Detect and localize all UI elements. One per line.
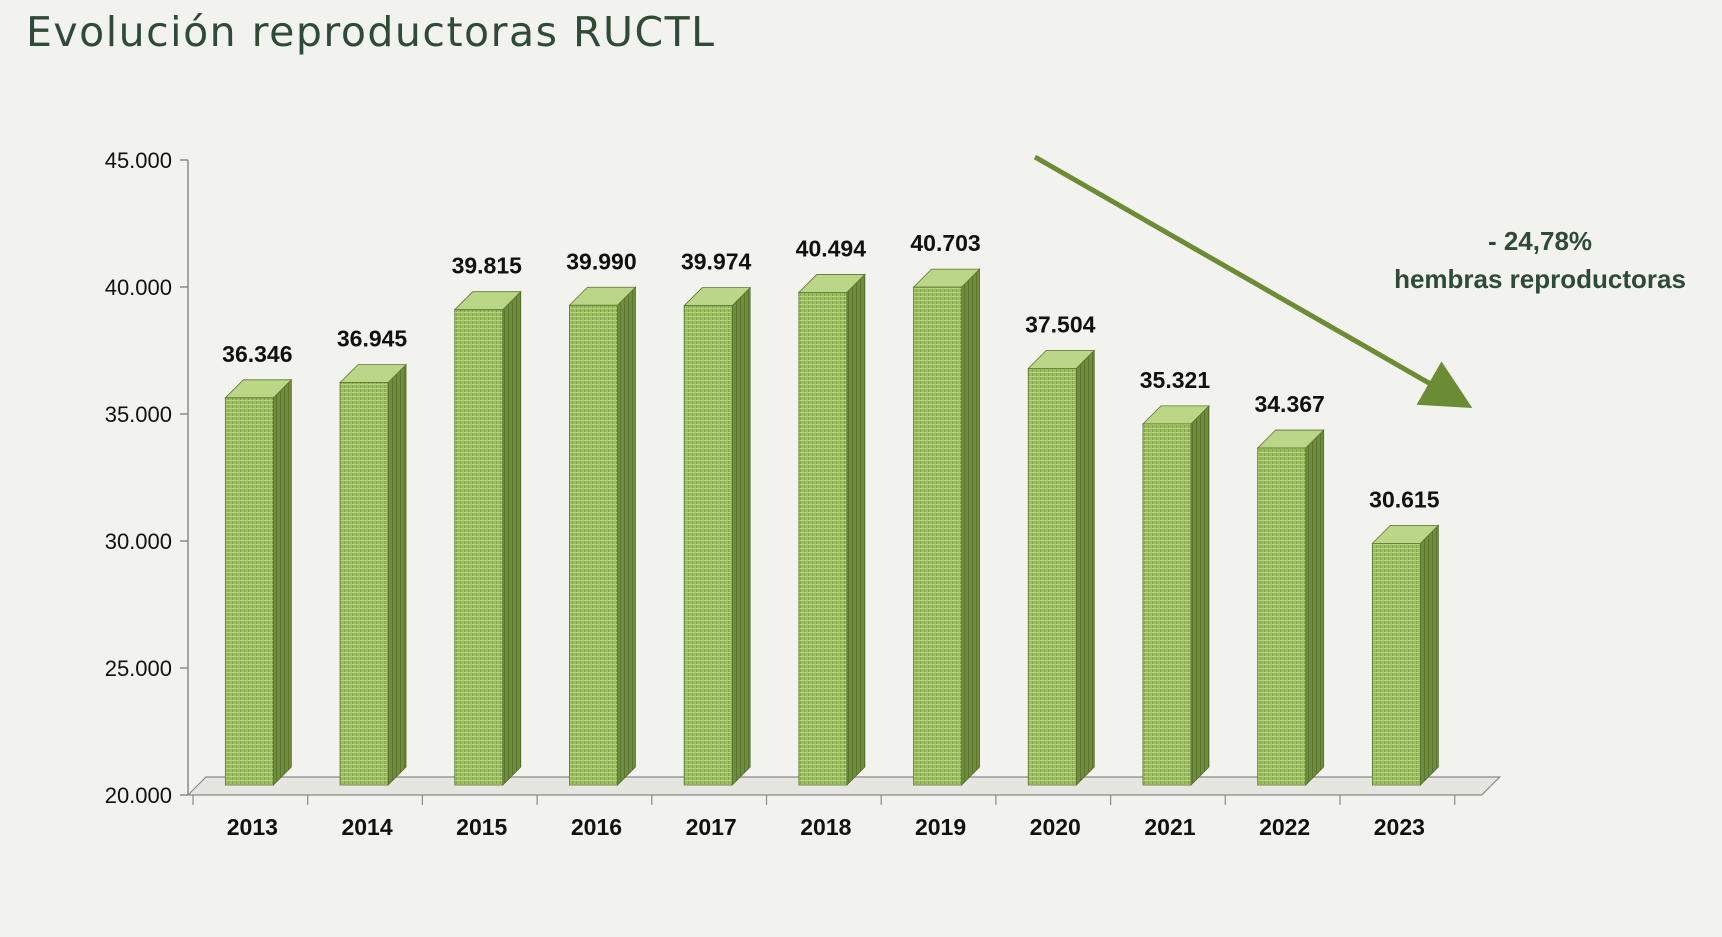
bar-side-face: [1190, 404, 1210, 786]
bar-side-face: [1419, 524, 1439, 786]
bar-front-face: [339, 382, 389, 786]
data-label: 40.494: [796, 235, 867, 261]
bar-side-face: [387, 363, 407, 786]
trend-arrow-layer: [1033, 154, 1473, 408]
x-tick-label: 2023: [1374, 814, 1425, 840]
bar-side-face: [731, 286, 751, 786]
trend-annotation: - 24,78% hembras reproductoras: [1360, 222, 1720, 298]
annotation-label: hembras reproductoras: [1394, 264, 1686, 294]
bar-2015: [453, 290, 522, 786]
x-tick-label: 2018: [800, 814, 851, 840]
x-tick-label: 2016: [571, 814, 622, 840]
annotation-percent: - 24,78%: [1487, 226, 1593, 256]
bar-front-face: [913, 286, 962, 786]
x-tick-label: 2021: [1144, 814, 1195, 840]
data-label: 36.945: [337, 326, 408, 352]
bar-2020: [1027, 349, 1096, 786]
y-tick-label: 40.000: [105, 275, 172, 300]
bar-front-face: [224, 397, 274, 786]
y-tick-label: 45.000: [105, 148, 172, 173]
bar-side-face: [1075, 349, 1095, 786]
bar-2023: [1371, 524, 1440, 786]
bar-front-face: [569, 304, 618, 786]
data-label: 39.815: [452, 253, 523, 279]
trend-arrow: [1033, 154, 1473, 408]
x-tick-label: 2019: [915, 814, 966, 840]
bar-2022: [1256, 429, 1325, 786]
bar-front-face: [798, 292, 848, 786]
data-label: 39.990: [566, 248, 636, 274]
y-tick-label: 30.000: [105, 529, 172, 554]
labels-layer: 20.000 25.000 30.000 35.000 40.000 45.000 36.3…: [105, 148, 1440, 840]
bar-front-face: [683, 305, 733, 786]
bars-layer: [224, 268, 1440, 786]
bar-front-face: [1142, 423, 1192, 786]
bar-side-face: [1305, 429, 1325, 786]
bar-2013: [224, 378, 293, 786]
data-label: 30.615: [1369, 486, 1440, 512]
bar-front-face: [454, 309, 504, 786]
data-label: 37.504: [1025, 311, 1096, 337]
bar-front-face: [1371, 542, 1421, 786]
data-label: 34.367: [1254, 391, 1324, 417]
x-tick-label: 2017: [686, 814, 737, 840]
x-tick-label: 2013: [227, 814, 278, 840]
y-tick-label: 35.000: [105, 402, 172, 427]
x-tick-label: 2020: [1030, 814, 1081, 840]
bar-2018: [797, 273, 866, 786]
chart-title: Evolución reproductoras RUCTL: [26, 8, 716, 56]
data-label: 39.974: [681, 249, 752, 275]
bar-2016: [568, 286, 637, 786]
bar-side-face: [961, 268, 980, 786]
bar-side-face: [846, 273, 866, 786]
x-tick-label: 2014: [341, 814, 392, 840]
y-tick-label: 25.000: [105, 656, 172, 681]
bar-side-face: [617, 286, 636, 786]
data-label: 40.703: [910, 230, 980, 256]
bar-front-face: [1257, 447, 1307, 786]
x-tick-label: 2022: [1259, 814, 1310, 840]
bar-2019: [912, 268, 981, 786]
data-label: 35.321: [1140, 367, 1211, 393]
bar-2014: [339, 363, 408, 786]
data-label: 36.346: [222, 341, 292, 367]
bar-2021: [1141, 404, 1210, 786]
y-tick-label: 20.000: [105, 783, 172, 808]
x-tick-label: 2015: [456, 814, 507, 840]
bar-side-face: [272, 378, 292, 786]
bar-side-face: [502, 290, 522, 786]
bar-front-face: [1027, 367, 1077, 786]
bar-2017: [683, 286, 752, 786]
